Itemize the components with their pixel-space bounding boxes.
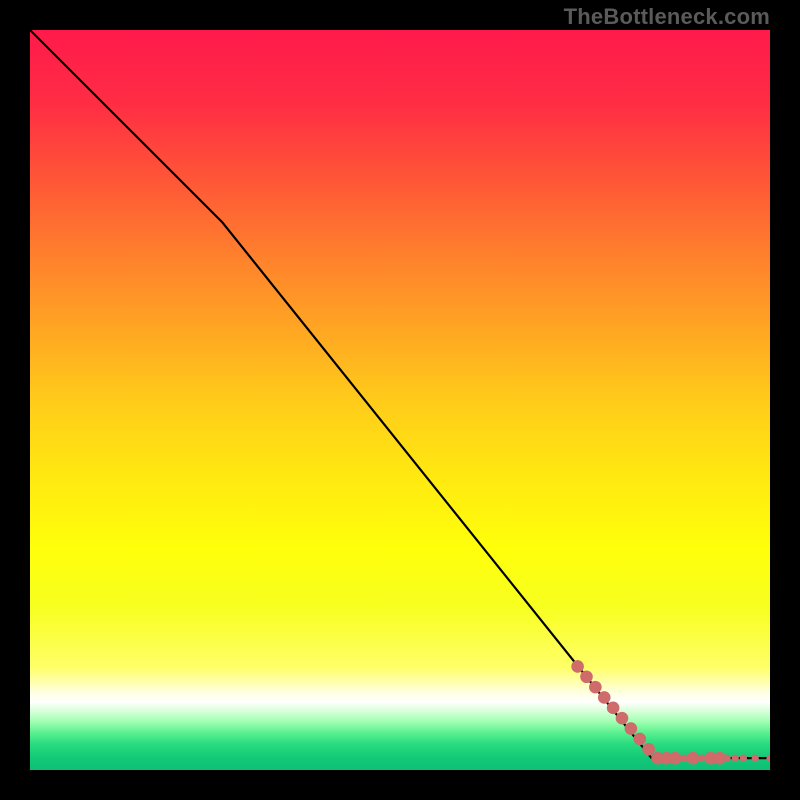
data-point [634,733,646,745]
data-point [732,755,738,761]
data-point [699,755,705,761]
data-point [581,671,593,683]
data-point [625,723,637,735]
data-point [681,755,687,761]
data-point [687,752,699,764]
data-point [572,661,584,673]
data-point [590,681,602,693]
data-point [616,712,628,724]
data-point [669,752,681,764]
data-point [724,755,730,761]
watermark-text: TheBottleneck.com [564,4,770,30]
data-point [607,702,619,714]
data-point [598,692,610,704]
data-point [767,755,770,761]
data-point [740,755,746,761]
data-point [643,743,655,755]
bottleneck-chart [30,30,770,770]
data-point [752,755,758,761]
figure-frame: TheBottleneck.com [0,0,800,800]
